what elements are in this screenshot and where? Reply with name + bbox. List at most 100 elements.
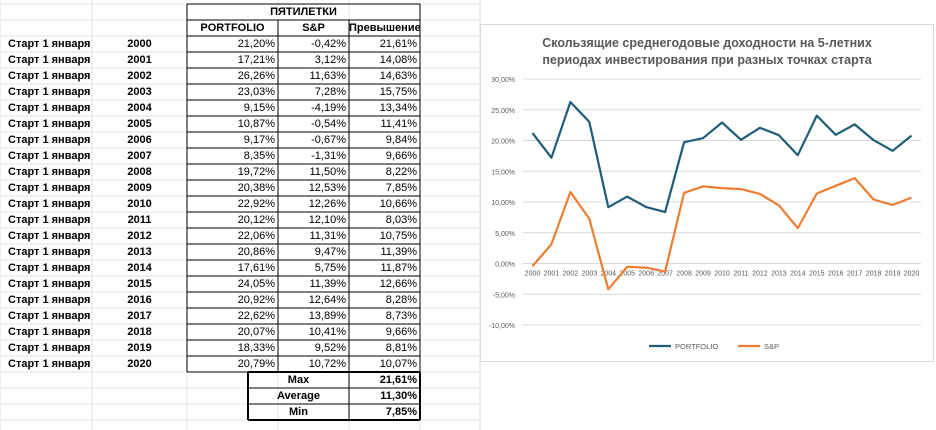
cell-sp[interactable]: -0,67% [311, 134, 346, 146]
column-header-sp[interactable]: S&P [302, 22, 325, 34]
summary-label-min[interactable]: Min [289, 406, 308, 418]
cell-sp[interactable]: 12,10% [308, 214, 346, 226]
cell-sp[interactable]: 13,89% [308, 310, 346, 322]
cell-portfolio[interactable]: 20,92% [237, 294, 275, 306]
row-year[interactable]: 2019 [127, 342, 152, 354]
cell-sp[interactable]: 12,53% [308, 182, 346, 194]
cell-sp[interactable]: 11,39% [309, 278, 347, 290]
summary-value-max[interactable]: 21,61% [379, 374, 417, 386]
row-start-label[interactable]: Старт 1 января [8, 358, 91, 370]
cell-sp[interactable]: 12,26% [308, 198, 346, 210]
cell-portfolio[interactable]: 22,06% [237, 230, 275, 242]
cell-excess[interactable]: 11,87% [380, 262, 418, 274]
cell-sp[interactable]: 12,64% [308, 294, 346, 306]
cell-portfolio[interactable]: 18,33% [237, 342, 275, 354]
row-year[interactable]: 2002 [127, 70, 152, 82]
cell-portfolio[interactable]: 9,15% [243, 102, 275, 114]
cell-portfolio[interactable]: 17,61% [237, 262, 275, 274]
cell-portfolio[interactable]: 22,92% [237, 198, 275, 210]
chart-area[interactable]: Скользящие среднегодовые доходности на 5… [480, 24, 934, 362]
cell-portfolio[interactable]: 9,17% [243, 134, 275, 146]
row-start-label[interactable]: Старт 1 января [8, 342, 91, 354]
cell-portfolio[interactable]: 20,07% [237, 326, 275, 338]
cell-sp[interactable]: 10,41% [308, 326, 346, 338]
cell-excess[interactable]: 8,03% [385, 214, 417, 226]
row-start-label[interactable]: Старт 1 января [8, 54, 91, 66]
cell-excess[interactable]: 11,41% [380, 118, 418, 130]
cell-portfolio[interactable]: 20,86% [237, 246, 275, 258]
cell-sp[interactable]: -0,54% [311, 118, 346, 130]
row-year[interactable]: 2016 [127, 294, 152, 306]
row-start-label[interactable]: Старт 1 января [8, 182, 91, 194]
row-year[interactable]: 2003 [127, 86, 152, 98]
row-start-label[interactable]: Старт 1 января [8, 70, 91, 82]
row-year[interactable]: 2004 [127, 102, 152, 114]
cell-excess[interactable]: 14,08% [379, 54, 417, 66]
row-start-label[interactable]: Старт 1 января [8, 294, 91, 306]
row-year[interactable]: 2012 [127, 230, 152, 242]
cell-portfolio[interactable]: 19,72% [237, 166, 275, 178]
cell-portfolio[interactable]: 22,62% [237, 310, 275, 322]
row-year[interactable]: 2007 [127, 150, 152, 162]
row-start-label[interactable]: Старт 1 января [8, 326, 91, 338]
row-year[interactable]: 2020 [127, 358, 152, 370]
cell-excess[interactable]: 10,75% [379, 230, 417, 242]
cell-sp[interactable]: 10,72% [308, 358, 346, 370]
cell-sp[interactable]: -4,19% [311, 102, 346, 114]
cell-sp[interactable]: 9,47% [314, 246, 346, 258]
summary-value-min[interactable]: 7,85% [385, 406, 417, 418]
cell-excess[interactable]: 7,85% [385, 182, 417, 194]
cell-portfolio[interactable]: 17,21% [237, 54, 275, 66]
row-year[interactable]: 2005 [127, 118, 152, 130]
row-year[interactable]: 2017 [127, 310, 152, 322]
cell-excess[interactable]: 8,28% [385, 294, 417, 306]
cell-sp[interactable]: -1,31% [311, 150, 346, 162]
table-section-header[interactable]: ПЯТИЛЕТКИ [270, 6, 337, 18]
cell-excess[interactable]: 10,07% [379, 358, 417, 370]
row-start-label[interactable]: Старт 1 января [8, 278, 91, 290]
cell-portfolio[interactable]: 21,20% [237, 38, 275, 50]
summary-value-average[interactable]: 11,30% [380, 390, 417, 402]
cell-excess[interactable]: 8,22% [385, 166, 417, 178]
cell-excess[interactable]: 10,66% [379, 198, 417, 210]
row-start-label[interactable]: Старт 1 января [8, 262, 91, 274]
row-year[interactable]: 2011 [127, 214, 152, 226]
row-start-label[interactable]: Старт 1 января [8, 230, 91, 242]
row-year[interactable]: 2013 [127, 246, 152, 258]
row-start-label[interactable]: Старт 1 января [8, 118, 91, 130]
cell-excess[interactable]: 14,63% [379, 70, 417, 82]
summary-label-max[interactable]: Max [287, 374, 310, 386]
cell-sp[interactable]: 5,75% [314, 262, 346, 274]
row-start-label[interactable]: Старт 1 января [8, 310, 91, 322]
cell-excess[interactable]: 8,73% [385, 310, 417, 322]
column-header-excess[interactable]: Превышение [349, 22, 420, 34]
row-start-label[interactable]: Старт 1 января [8, 246, 91, 258]
cell-portfolio[interactable]: 23,03% [237, 86, 275, 98]
cell-portfolio[interactable]: 8,35% [243, 150, 275, 162]
row-start-label[interactable]: Старт 1 января [8, 166, 91, 178]
row-year[interactable]: 2006 [127, 134, 152, 146]
column-header-portfolio[interactable]: PORTFOLIO [200, 22, 265, 34]
row-year[interactable]: 2018 [127, 326, 152, 338]
cell-excess[interactable]: 11,39% [380, 246, 418, 258]
cell-sp[interactable]: 3,12% [314, 54, 346, 66]
row-start-label[interactable]: Старт 1 января [8, 150, 91, 162]
row-year[interactable]: 2001 [127, 54, 152, 66]
row-year[interactable]: 2000 [127, 38, 152, 50]
cell-sp[interactable]: 7,28% [314, 86, 346, 98]
cell-portfolio[interactable]: 20,79% [237, 358, 275, 370]
row-year[interactable]: 2015 [127, 278, 152, 290]
cell-excess[interactable]: 8,81% [385, 342, 417, 354]
cell-portfolio[interactable]: 20,38% [237, 182, 275, 194]
row-start-label[interactable]: Старт 1 января [8, 86, 91, 98]
cell-excess[interactable]: 15,75% [379, 86, 417, 98]
cell-sp[interactable]: 11,50% [309, 166, 347, 178]
summary-label-average[interactable]: Average [276, 390, 320, 402]
cell-sp[interactable]: 9,52% [314, 342, 346, 354]
cell-portfolio[interactable]: 26,26% [237, 70, 275, 82]
cell-excess[interactable]: 13,34% [379, 102, 417, 114]
cell-sp[interactable]: -0,42% [311, 38, 346, 50]
cell-excess[interactable]: 12,66% [379, 278, 417, 290]
row-year[interactable]: 2014 [127, 262, 152, 274]
cell-sp[interactable]: 11,31% [309, 230, 347, 242]
